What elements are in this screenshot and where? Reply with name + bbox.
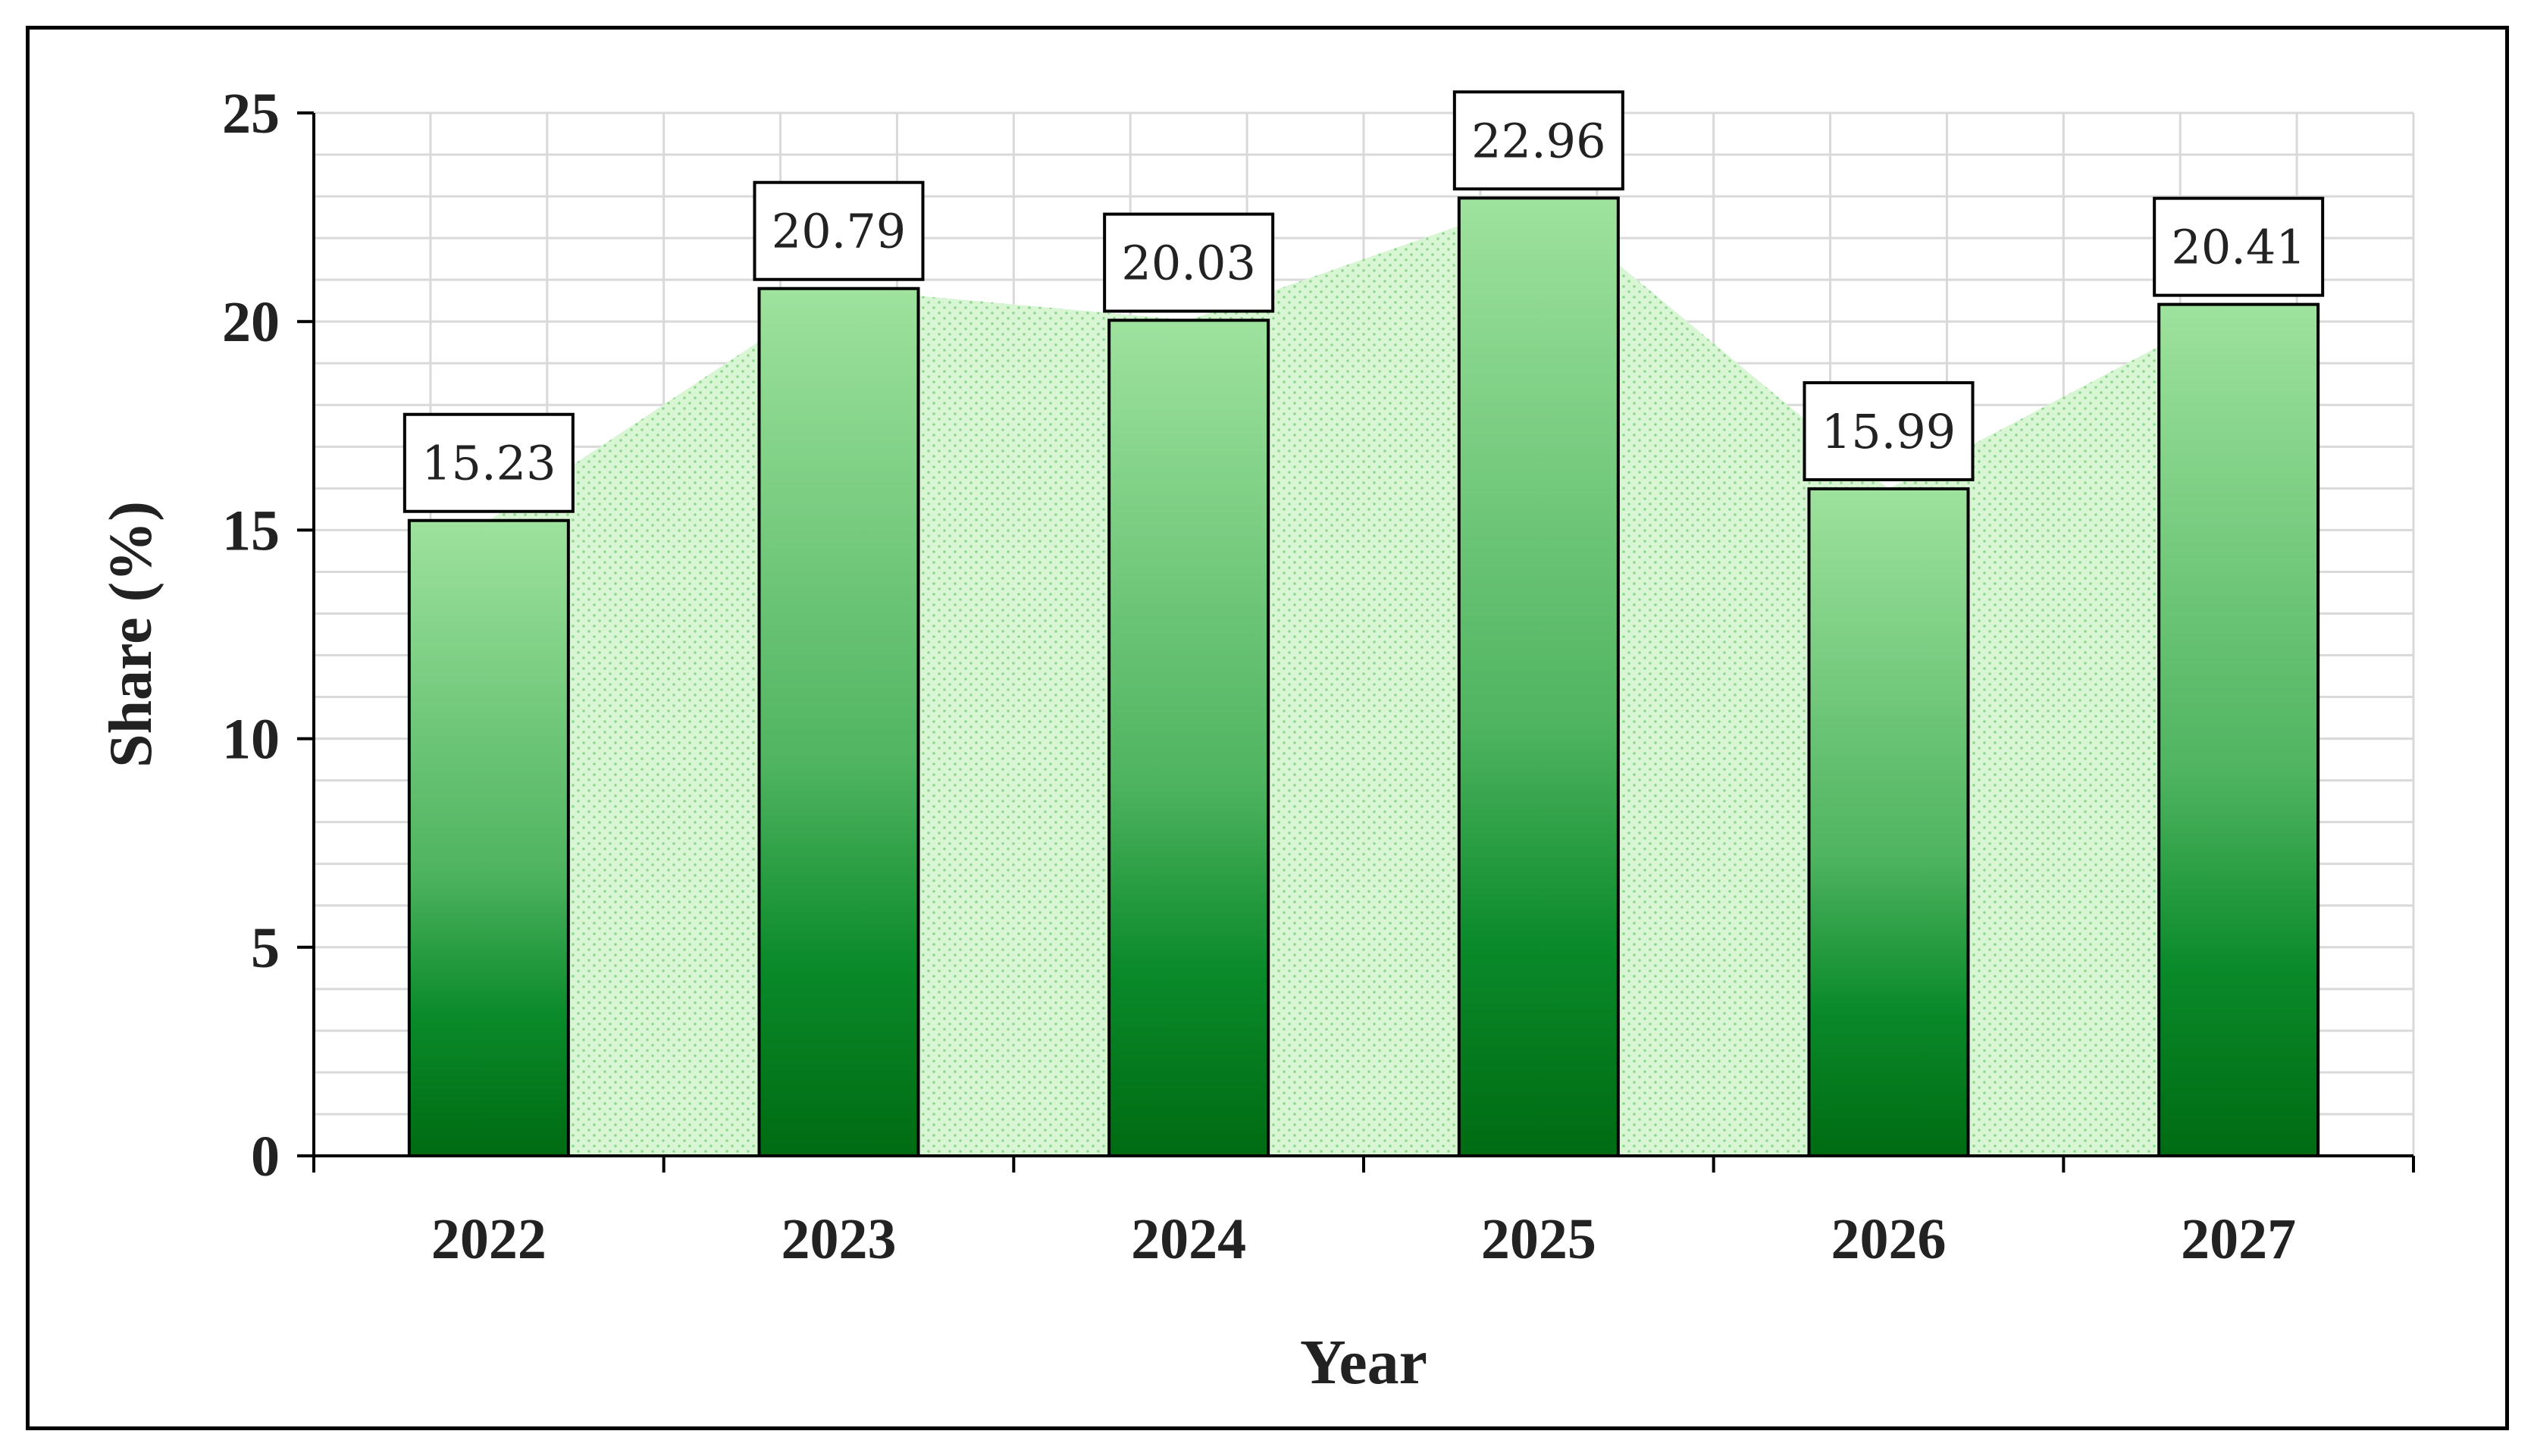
chart-frame: 15.23 20.79 20.03 22.96 15.99 20.41 0 5 10 15 20 2… <box>26 26 2509 1430</box>
bar-2027 <box>2157 302 2320 1158</box>
data-labels: 15.23 20.79 20.03 22.96 15.99 20.41 <box>402 90 2325 513</box>
axes <box>297 111 2415 1173</box>
bar-2022 <box>407 518 570 1157</box>
area-overlay <box>488 198 2239 1156</box>
x-tick-label: 2023 <box>781 1207 897 1271</box>
x-tick-label: 2027 <box>2181 1207 2296 1271</box>
data-label: 20.03 <box>1121 236 1256 291</box>
data-label-box <box>753 180 925 281</box>
bar-2023 <box>757 287 920 1158</box>
data-label: 15.99 <box>1821 404 1956 459</box>
x-axis-title: Year <box>1300 1327 1427 1398</box>
data-label-box <box>2153 196 2325 297</box>
x-tick-label: 2025 <box>1481 1207 1596 1271</box>
data-label-box <box>1452 90 1624 191</box>
bars <box>407 196 2320 1158</box>
data-label: 20.79 <box>772 204 907 259</box>
y-tick-label: 15 <box>222 499 280 562</box>
data-label-box <box>1103 212 1275 313</box>
x-tick-label: 2026 <box>1831 1207 1947 1271</box>
data-label: 15.23 <box>421 436 556 491</box>
bar-2024 <box>1107 318 1270 1157</box>
data-label: 20.41 <box>2171 220 2306 275</box>
data-label-box <box>1803 380 1975 481</box>
area-fill <box>488 198 2239 1156</box>
y-axis-title: Share (%) <box>98 501 164 768</box>
y-tick-label: 10 <box>222 708 280 772</box>
x-tick-label: 2022 <box>431 1207 547 1271</box>
x-tick-label: 2024 <box>1131 1207 1246 1271</box>
y-tick-label: 20 <box>222 290 280 354</box>
data-label: 22.96 <box>1471 113 1606 168</box>
y-tick-label: 5 <box>251 916 280 980</box>
bar-2025 <box>1457 196 1620 1157</box>
bar-2026 <box>1807 487 1970 1157</box>
y-tick-label: 25 <box>222 82 280 146</box>
y-tick-label: 0 <box>251 1125 280 1188</box>
data-label-box <box>402 412 575 513</box>
